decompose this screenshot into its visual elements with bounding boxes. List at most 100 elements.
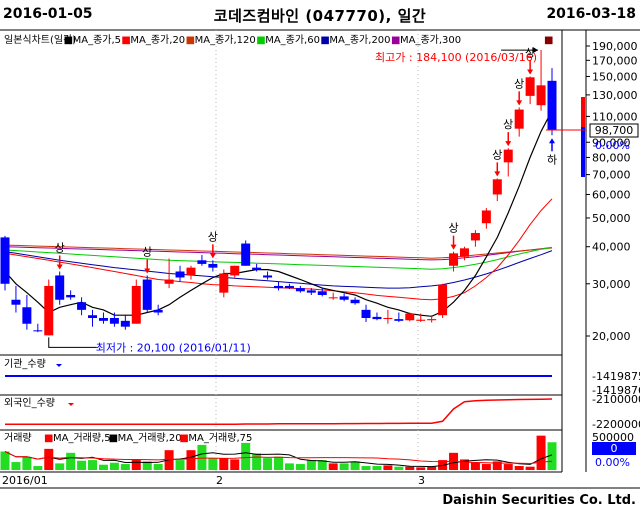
low-annotation: 최저가 : 20,100 (2016/01/11) <box>96 341 251 354</box>
legend-swatch: ■ <box>320 35 329 46</box>
volume-bar <box>295 464 305 470</box>
price-tick-label: 190,000 <box>592 40 638 53</box>
limit-up-arrowhead <box>505 141 512 147</box>
legend-label: MA_종가,120 <box>195 34 256 46</box>
candle-body <box>317 291 327 295</box>
foreign-panel-title: 외국인_수량 <box>4 397 55 409</box>
candle-body <box>361 309 371 318</box>
legend-label: MA_종가,60 <box>265 34 320 46</box>
legend-end-marker: ■ <box>544 35 553 46</box>
limit-up-label: 상 <box>208 230 218 243</box>
legend-swatch: ■ <box>121 35 130 46</box>
candle-body <box>120 320 130 327</box>
volume-bar <box>328 463 338 470</box>
limit-up-arrowhead <box>527 69 534 75</box>
price-tick-label: 150,000 <box>592 70 638 83</box>
candle-body <box>33 330 43 332</box>
price-tick-label: 130,000 <box>592 89 638 102</box>
price-tick-label: 70,000 <box>592 169 631 182</box>
volume-bar <box>416 467 426 470</box>
legend-label: 일본식차트(일간) <box>4 34 76 46</box>
legend-label: MA_종가,300 <box>400 34 461 46</box>
ma60-line <box>4 246 553 270</box>
volume-bar <box>525 466 535 470</box>
foreign-legend-marker <box>68 403 74 406</box>
ma5-line <box>4 110 553 317</box>
volume-bar <box>22 456 32 470</box>
limit-up-arrowhead <box>494 171 501 177</box>
candle-body <box>98 317 108 321</box>
candle-body <box>394 319 404 321</box>
candle-body <box>164 279 174 284</box>
limit-down-arrowhead <box>549 138 555 144</box>
price-tick-label: 20,000 <box>592 330 631 343</box>
volume-bar <box>536 435 546 470</box>
candle-body <box>77 302 87 310</box>
volume-bar <box>372 466 382 470</box>
candle-body <box>22 307 32 324</box>
volume-bar <box>208 458 218 470</box>
volume-bar <box>77 460 87 470</box>
price-range-bar-up <box>581 97 585 127</box>
volume-bar <box>306 460 316 470</box>
end-date: 2016-03-18 <box>546 6 636 22</box>
limit-up-label: 상 <box>448 222 458 235</box>
legend-label: MA_종가,20 <box>130 34 185 46</box>
volume-tick-label: 500000 <box>592 431 634 444</box>
candle-body <box>383 317 393 319</box>
volume-bar <box>427 466 437 470</box>
volume-legend-label: MA_거래량,5 <box>53 432 111 444</box>
volume-legend-label: MA_거래량,75 <box>188 432 252 444</box>
legend-swatch: ■ <box>186 35 195 46</box>
volume-bar <box>109 462 119 470</box>
legend-swatch: ■ <box>256 35 265 46</box>
legend-swatch: ■ <box>64 35 73 46</box>
limit-up-arrowhead <box>516 100 523 106</box>
volume-bar <box>274 456 283 470</box>
institution-tick-label: -1419875 <box>592 370 640 383</box>
candle-body <box>536 85 546 106</box>
legend-swatch: ■ <box>391 35 400 46</box>
volume-legend-swatch: ■ <box>44 433 53 444</box>
price-change: 0.00% <box>595 139 630 152</box>
volume-ma20-line <box>4 451 553 465</box>
limit-up-arrowhead <box>209 253 216 259</box>
volume-bar <box>405 466 415 470</box>
x-axis-label: 2 <box>216 474 223 487</box>
candle-body <box>241 243 251 266</box>
volume-bar <box>317 460 327 470</box>
start-date: 2016-01-05 <box>3 6 93 22</box>
chart-title: 코데즈컴바인 (047770), 일간 <box>213 7 427 25</box>
volume-bar <box>66 452 76 470</box>
candle-body <box>492 179 502 195</box>
volume-bar <box>120 464 130 470</box>
volume-bar <box>252 453 262 470</box>
volume-bar <box>481 464 491 470</box>
price-tick-label: 30,000 <box>592 278 631 291</box>
limit-up-label: 상 <box>514 77 524 90</box>
candle-body <box>470 232 480 241</box>
legend-label: MA_종가,5 <box>73 34 121 46</box>
foreign-line <box>5 398 553 426</box>
volume-legend-label: MA_거래량,20 <box>118 432 182 444</box>
volume-bar <box>33 466 43 470</box>
candle-body <box>449 253 459 266</box>
volume-bar <box>339 463 349 470</box>
volume-bar <box>175 460 185 470</box>
volume-bar <box>142 461 152 470</box>
candle-body <box>416 319 426 321</box>
volume-bar <box>186 450 196 470</box>
volume-bar <box>492 461 502 470</box>
volume-bar <box>547 442 557 470</box>
candle-body <box>175 271 185 278</box>
candle-body <box>44 285 54 336</box>
current-price-box <box>589 123 639 138</box>
candle-body <box>481 210 491 224</box>
candle-body <box>438 284 448 316</box>
candle-body <box>197 260 207 264</box>
chart-header: 2016-01-05 코데즈컴바인 (047770), 일간 2016-03-1… <box>0 0 640 30</box>
volume-bar <box>197 444 207 470</box>
candle-body <box>339 296 349 300</box>
candle-body <box>372 316 382 320</box>
